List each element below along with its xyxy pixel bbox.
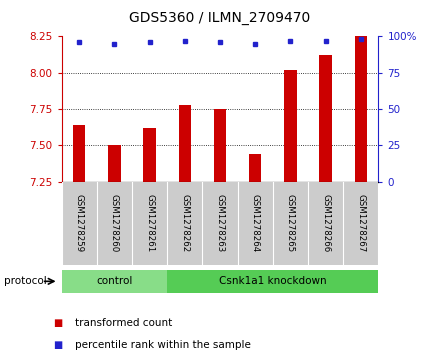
Bar [214, 109, 226, 182]
Text: Csnk1a1 knockdown: Csnk1a1 knockdown [219, 276, 326, 286]
Text: GSM1278264: GSM1278264 [251, 194, 260, 252]
Text: GSM1278266: GSM1278266 [321, 194, 330, 252]
Bar [62, 270, 167, 293]
Bar [355, 36, 367, 182]
Text: GSM1278260: GSM1278260 [110, 194, 119, 252]
Bar [319, 55, 332, 182]
Text: transformed count: transformed count [75, 318, 172, 328]
Bar [73, 125, 85, 182]
Bar [143, 128, 156, 182]
Text: GSM1278263: GSM1278263 [216, 194, 224, 252]
Bar [249, 154, 261, 182]
Bar [284, 70, 297, 182]
Text: percentile rank within the sample: percentile rank within the sample [75, 340, 251, 350]
Text: control: control [96, 276, 132, 286]
Text: GSM1278262: GSM1278262 [180, 194, 189, 252]
Bar [167, 270, 378, 293]
Text: protocol: protocol [4, 276, 47, 286]
Text: ■: ■ [53, 318, 62, 328]
Text: ■: ■ [53, 340, 62, 350]
Text: GSM1278259: GSM1278259 [75, 194, 84, 252]
Text: GSM1278265: GSM1278265 [286, 194, 295, 252]
Text: GDS5360 / ILMN_2709470: GDS5360 / ILMN_2709470 [129, 11, 311, 25]
Text: GSM1278261: GSM1278261 [145, 194, 154, 252]
Bar [108, 145, 121, 182]
Text: GSM1278267: GSM1278267 [356, 194, 365, 252]
Bar [179, 105, 191, 182]
